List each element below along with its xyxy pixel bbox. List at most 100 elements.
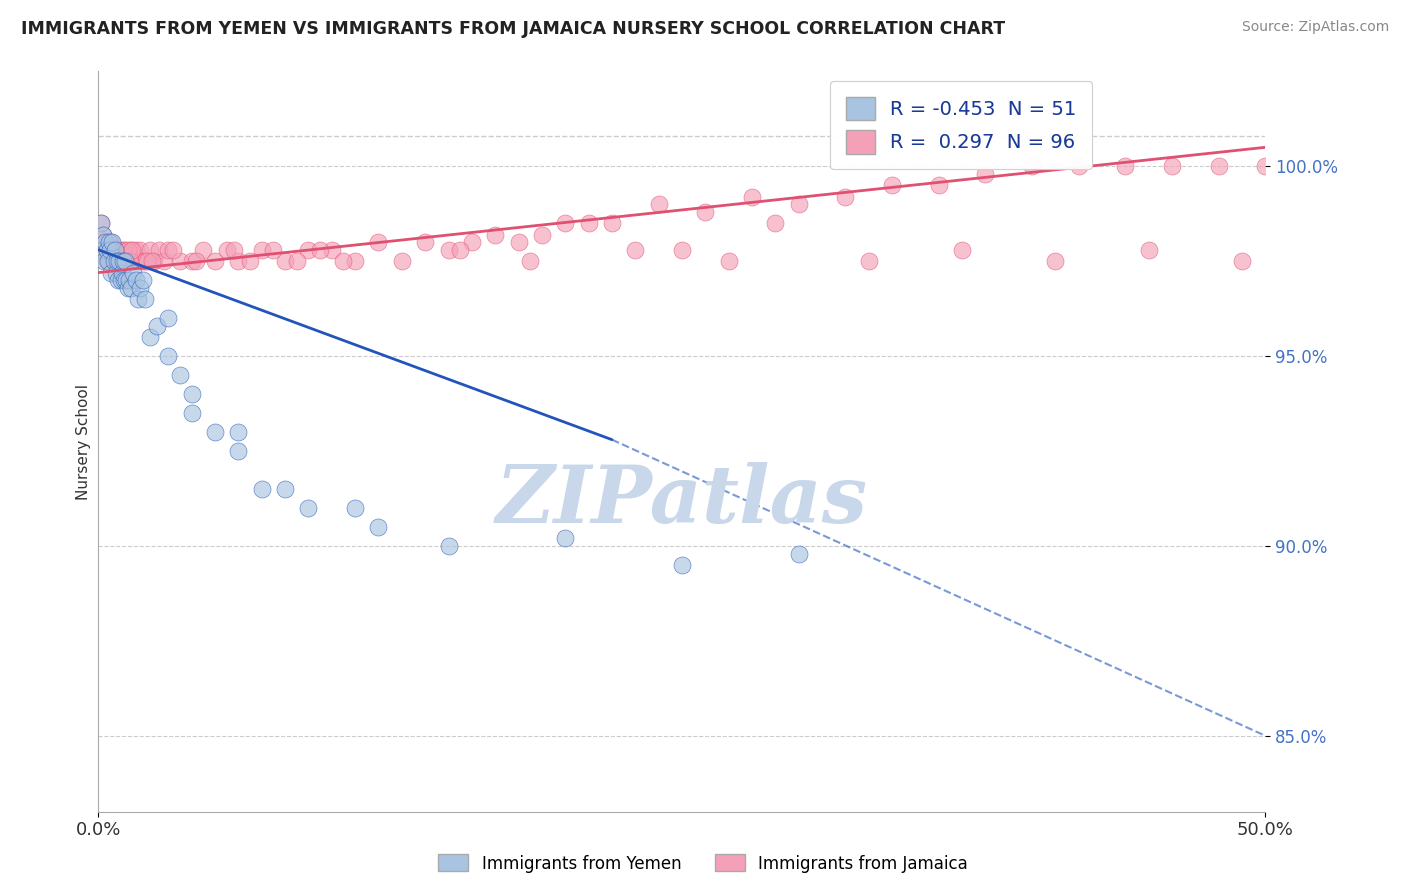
Point — [98, 243, 121, 257]
Point — [222, 243, 245, 257]
Point — [114, 243, 136, 257]
Point — [228, 444, 250, 458]
Point — [98, 254, 121, 268]
Point — [578, 216, 600, 230]
Point — [115, 254, 138, 268]
Point — [554, 532, 576, 546]
Point — [105, 254, 128, 268]
Point — [554, 216, 576, 230]
Point — [413, 235, 436, 250]
Point — [239, 254, 262, 268]
Point — [105, 254, 128, 268]
Text: Source: ZipAtlas.com: Source: ZipAtlas.com — [1241, 20, 1389, 34]
Point — [274, 254, 297, 268]
Point — [1254, 159, 1277, 173]
Point — [120, 281, 142, 295]
Point — [484, 227, 506, 242]
Point — [1161, 159, 1184, 173]
Point — [127, 292, 149, 306]
Legend: R = -0.453  N = 51, R =  0.297  N = 96: R = -0.453 N = 51, R = 0.297 N = 96 — [830, 81, 1092, 169]
Point — [1137, 243, 1160, 257]
Point — [787, 197, 810, 211]
Point — [974, 167, 997, 181]
Point — [104, 266, 127, 280]
Point — [139, 330, 162, 344]
Point — [437, 243, 460, 257]
Point — [285, 254, 308, 268]
Point — [928, 178, 950, 193]
Point — [97, 243, 120, 257]
Point — [1045, 254, 1067, 268]
Point — [204, 254, 226, 268]
Point — [157, 243, 180, 257]
Point — [90, 243, 112, 257]
Point — [508, 235, 530, 250]
Point — [437, 539, 460, 553]
Point — [858, 254, 880, 268]
Point — [297, 243, 319, 257]
Point — [101, 235, 124, 250]
Point — [143, 254, 166, 268]
Point — [115, 273, 138, 287]
Point — [717, 254, 740, 268]
Point — [950, 243, 973, 257]
Point — [129, 281, 152, 295]
Point — [118, 254, 141, 268]
Point — [228, 254, 250, 268]
Point — [120, 243, 142, 257]
Point — [91, 227, 114, 242]
Point — [262, 243, 284, 257]
Point — [97, 235, 120, 250]
Point — [141, 254, 163, 268]
Point — [162, 243, 184, 257]
Point — [136, 254, 159, 268]
Point — [100, 235, 122, 250]
Point — [180, 406, 202, 420]
Point — [193, 243, 215, 257]
Point — [104, 254, 127, 268]
Point — [519, 254, 541, 268]
Point — [111, 254, 134, 268]
Point — [367, 520, 389, 534]
Point — [157, 311, 180, 326]
Point — [107, 243, 129, 257]
Point — [100, 266, 122, 280]
Point — [134, 292, 156, 306]
Point — [344, 254, 367, 268]
Point — [134, 254, 156, 268]
Point — [1021, 159, 1043, 173]
Point — [1230, 254, 1253, 268]
Point — [671, 243, 693, 257]
Point — [250, 243, 273, 257]
Point — [91, 227, 114, 242]
Point — [624, 243, 647, 257]
Point — [111, 266, 134, 280]
Y-axis label: Nursery School: Nursery School — [76, 384, 91, 500]
Point — [180, 254, 202, 268]
Text: ZIPatlas: ZIPatlas — [496, 462, 868, 540]
Point — [228, 425, 250, 439]
Point — [122, 254, 145, 268]
Point — [111, 254, 134, 268]
Point — [96, 254, 118, 268]
Point — [169, 254, 191, 268]
Point — [180, 387, 202, 401]
Point — [186, 254, 208, 268]
Point — [1067, 159, 1090, 173]
Point — [139, 243, 162, 257]
Point — [391, 254, 413, 268]
Point — [101, 254, 124, 268]
Point — [94, 235, 117, 250]
Point — [309, 243, 332, 257]
Point — [647, 197, 669, 211]
Point — [367, 235, 389, 250]
Point — [103, 254, 125, 268]
Point — [104, 243, 127, 257]
Point — [112, 254, 135, 268]
Point — [146, 318, 169, 333]
Point — [112, 273, 135, 287]
Point — [90, 216, 112, 230]
Point — [763, 216, 786, 230]
Point — [97, 254, 120, 268]
Point — [117, 281, 139, 295]
